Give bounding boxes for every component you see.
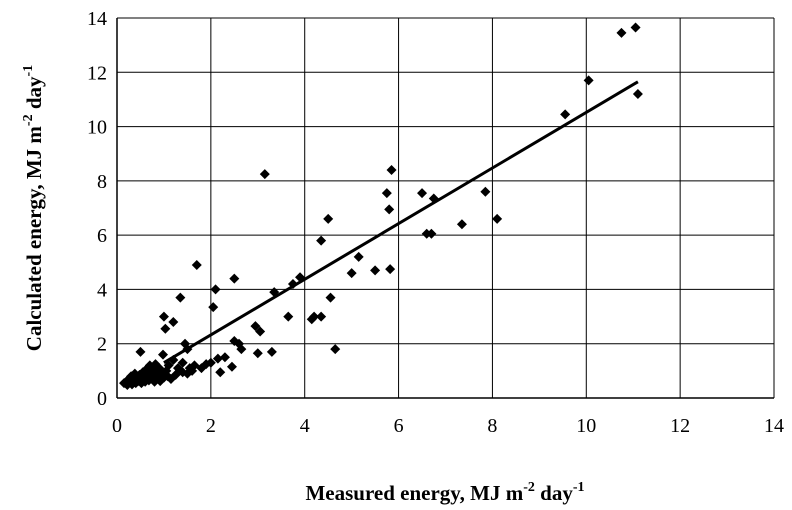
x-tick-label: 0 — [112, 415, 122, 437]
data-point — [259, 169, 270, 180]
data-point — [456, 219, 467, 230]
data-point — [252, 348, 263, 359]
data-point — [381, 188, 392, 199]
data-point — [255, 326, 266, 337]
data-point — [163, 360, 174, 371]
data-point — [632, 89, 643, 99]
data-point — [323, 213, 334, 224]
data-point — [168, 317, 179, 327]
y-tick-label: 0 — [97, 388, 107, 410]
data-point — [212, 353, 223, 364]
data-point — [417, 188, 428, 199]
data-point — [316, 311, 327, 322]
y-tick-label: 8 — [97, 171, 107, 193]
y-tick-label: 12 — [87, 62, 107, 84]
data-point — [205, 357, 216, 368]
data-point — [250, 321, 261, 332]
data-point — [208, 302, 219, 313]
data-point — [219, 352, 230, 363]
data-point — [287, 279, 298, 289]
data-point — [426, 228, 437, 239]
y-tick-label: 14 — [87, 8, 107, 30]
data-point — [269, 287, 280, 298]
plot-area — [117, 18, 774, 398]
data-point — [384, 204, 395, 215]
data-point — [135, 346, 146, 357]
data-point — [346, 268, 357, 279]
data-point — [215, 367, 226, 378]
data-point — [160, 323, 171, 334]
data-point — [325, 292, 336, 303]
y-tick-label: 4 — [97, 279, 107, 301]
data-point — [168, 355, 179, 365]
x-tick-label: 10 — [576, 415, 596, 437]
data-point — [236, 344, 247, 355]
x-tick-labels: 0 2 4 6 8 10 12 14 — [112, 415, 784, 437]
x-tick-label: 12 — [670, 415, 690, 437]
data-point — [386, 165, 397, 175]
y-tick-label: 2 — [97, 334, 107, 356]
data-point — [616, 27, 627, 38]
x-tick-label: 2 — [206, 415, 216, 437]
y-tick-labels: 0 2 4 6 8 10 12 14 — [87, 8, 107, 410]
data-point — [295, 272, 306, 283]
trendline — [163, 80, 639, 365]
x-tick-label: 8 — [487, 415, 497, 437]
y-axis-title: Calculated energy, MJ m-2 day-1 — [21, 65, 46, 351]
x-tick-label: 14 — [764, 415, 784, 437]
data-point — [385, 264, 396, 275]
data-point — [370, 265, 381, 276]
data-point — [480, 186, 491, 197]
y-tick-label: 10 — [87, 117, 107, 139]
x-tick-label: 4 — [300, 415, 310, 437]
data-points — [119, 22, 643, 390]
data-point — [330, 344, 341, 355]
data-point — [560, 109, 571, 120]
data-point — [182, 344, 193, 355]
data-point — [583, 75, 594, 86]
data-point — [226, 361, 237, 372]
data-point — [210, 284, 221, 295]
data-point — [630, 22, 641, 33]
data-point — [353, 251, 364, 262]
data-point — [177, 357, 188, 368]
data-point — [229, 273, 240, 284]
data-point — [316, 235, 327, 246]
data-point — [283, 311, 294, 322]
data-point — [158, 311, 169, 322]
x-axis-title: Measured energy, MJ m-2 day-1 — [305, 480, 584, 505]
data-point — [191, 260, 202, 270]
data-point — [175, 292, 186, 303]
data-point — [309, 311, 320, 322]
data-point — [428, 193, 439, 204]
data-point — [492, 213, 503, 224]
x-tick-label: 6 — [394, 415, 404, 437]
data-point — [157, 349, 168, 360]
data-point — [266, 346, 277, 357]
y-tick-label: 6 — [97, 225, 107, 247]
